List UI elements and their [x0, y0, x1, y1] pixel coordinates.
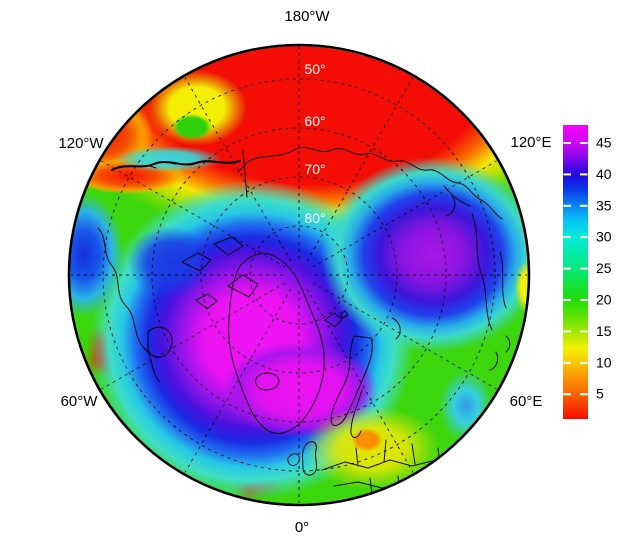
- contour-field: 50° 60° 70° 80°: [70, 46, 528, 504]
- latitude-labels: 50° 60° 70° 80°: [304, 61, 325, 226]
- lon-label-120w: 120°W: [58, 135, 104, 152]
- coastlines: [97, 146, 511, 504]
- field-green-alaska-core: [172, 114, 212, 140]
- lat-circle-80: [249, 225, 349, 325]
- lon-label-120e: 120°E: [510, 134, 551, 151]
- cb-label-5: 5: [596, 386, 604, 402]
- graticule: [71, 47, 527, 503]
- coast-alaska: [111, 160, 241, 171]
- lon-label-180w: 180°W: [284, 8, 330, 25]
- cb-label-30: 30: [596, 229, 612, 245]
- colorbar-ticks: [563, 142, 588, 396]
- field-blue-left-rim: [70, 193, 124, 317]
- coast-svalbard: [324, 310, 349, 328]
- field-yellow-right-rim: [514, 259, 528, 315]
- coast-iceland: [255, 372, 280, 391]
- lat-circle-50: [102, 78, 496, 472]
- coast-siberia: [245, 146, 503, 220]
- cb-label-20: 20: [596, 292, 612, 308]
- coast-caspian: [489, 335, 511, 371]
- coast-russia-east: [391, 185, 507, 340]
- meridian-lines: [71, 47, 527, 503]
- coast-scandinavia: [330, 335, 373, 426]
- field-blue-canadian-arctic: [128, 226, 212, 298]
- cb-label-15: 15: [596, 323, 612, 339]
- lon-label-0: 0°: [295, 519, 309, 536]
- colorbar-labels: 45 40 35 30 25 20 15 10 5: [596, 135, 612, 402]
- coast-british-isles: [287, 441, 318, 476]
- lat-label-50: 50°: [304, 61, 325, 77]
- coast-baltic: [350, 389, 363, 438]
- field-cyan-alaska-coast: [114, 146, 222, 172]
- lon-label-60e: 60°E: [510, 393, 543, 410]
- lat-label-80: 80°: [304, 210, 325, 226]
- cb-label-25: 25: [596, 260, 612, 276]
- lat-label-70: 70°: [304, 161, 325, 177]
- coast-north-america: [97, 227, 161, 383]
- longitude-labels: 180°W 120°W 120°E 60°W 60°E 0°: [58, 8, 551, 536]
- field-cyan-lower-right-rim: [439, 370, 493, 442]
- coast-hudson-bay: [147, 326, 173, 358]
- lon-label-60w: 60°W: [61, 393, 99, 410]
- lat-circle-70: [200, 176, 398, 374]
- cb-label-10: 10: [596, 354, 612, 370]
- coast-dateline: [237, 149, 248, 198]
- coast-aleutians: [149, 161, 193, 169]
- cb-label-40: 40: [596, 166, 612, 182]
- colorbar-gradient: [563, 125, 588, 419]
- colorbar: 45 40 35 30 25 20 15 10 5: [563, 125, 612, 419]
- lat-label-60: 60°: [304, 113, 325, 129]
- coast-greenland: [228, 253, 325, 434]
- coast-canadian-archipelago: [181, 236, 259, 310]
- lat-circle-60: [151, 127, 447, 423]
- cb-label-35: 35: [596, 197, 612, 213]
- map-rim-circle: [67, 43, 531, 507]
- cb-label-45: 45: [596, 135, 612, 151]
